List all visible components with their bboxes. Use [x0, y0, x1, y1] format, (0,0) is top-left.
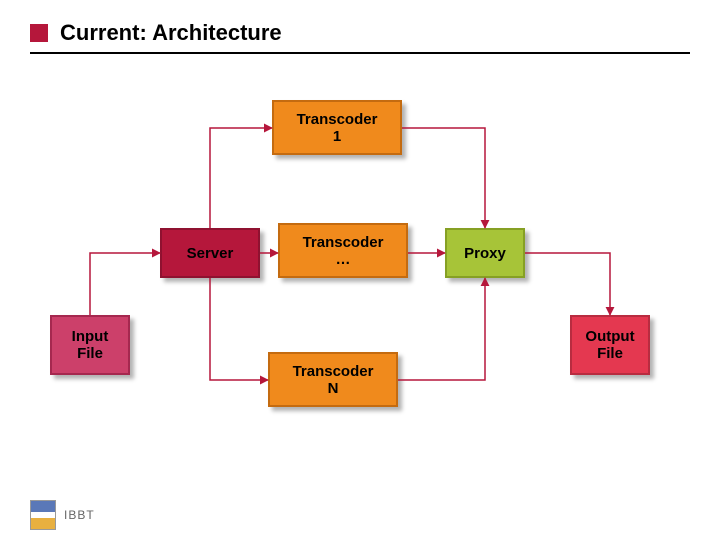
node-label: Output	[585, 328, 634, 345]
slide-title: Current: Architecture	[60, 20, 282, 46]
node-label: Input	[72, 328, 109, 345]
title-bullet-square	[30, 24, 48, 42]
node-label: Transcoder	[293, 363, 374, 380]
node-t2: Transcoder…	[278, 223, 408, 278]
edge-server-to-tn	[210, 278, 268, 380]
node-label: Proxy	[464, 245, 506, 262]
title-underline	[30, 52, 690, 54]
node-proxy: Proxy	[445, 228, 525, 278]
node-server: Server	[160, 228, 260, 278]
node-label: Transcoder	[303, 234, 384, 251]
node-t1: Transcoder1	[272, 100, 402, 155]
node-label: Server	[187, 245, 234, 262]
node-label: 1	[333, 128, 341, 145]
node-output: OutputFile	[570, 315, 650, 375]
architecture-diagram: InputFileServerTranscoder1Transcoder…Tra…	[0, 70, 720, 470]
node-label: N	[328, 380, 339, 397]
node-input: InputFile	[50, 315, 130, 375]
node-label: File	[597, 345, 623, 362]
slide-title-row: Current: Architecture	[30, 20, 690, 46]
edge-proxy-to-output	[525, 253, 610, 315]
university-logo-icon	[30, 500, 56, 530]
footer-text: IBBT	[64, 508, 95, 522]
node-label: File	[77, 345, 103, 362]
edge-server-to-t1	[210, 128, 272, 228]
edge-t1-to-proxy	[402, 128, 485, 228]
edge-tn-to-proxy	[398, 278, 485, 380]
footer: IBBT	[30, 500, 95, 530]
node-label: Transcoder	[297, 111, 378, 128]
node-tn: TranscoderN	[268, 352, 398, 407]
node-label: …	[336, 251, 351, 268]
edge-input-to-server	[90, 253, 160, 315]
